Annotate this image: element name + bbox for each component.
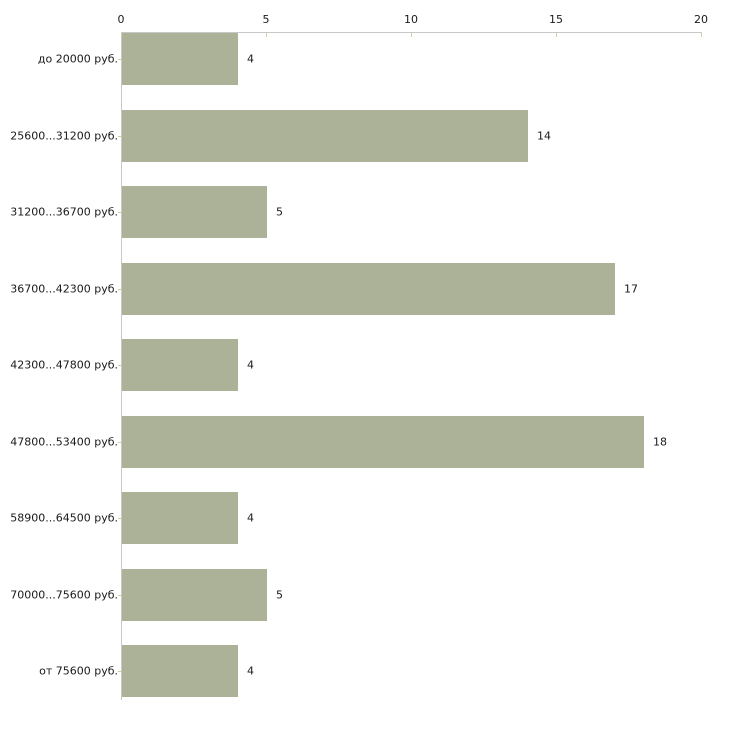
value-label: 4 bbox=[247, 358, 254, 372]
x-axis-tick-label: 15 bbox=[549, 13, 563, 26]
value-label: 17 bbox=[624, 282, 638, 296]
bar bbox=[122, 110, 528, 162]
value-label: 4 bbox=[247, 511, 254, 525]
y-axis-line bbox=[121, 32, 122, 700]
bar bbox=[122, 263, 615, 315]
category-label: 31200...36700 руб. bbox=[10, 205, 118, 219]
category-tick-mark bbox=[118, 518, 121, 519]
category-label: 36700...42300 руб. bbox=[10, 282, 118, 296]
category-label: до 20000 руб. bbox=[37, 52, 118, 66]
category-tick-mark bbox=[118, 365, 121, 366]
category-label: от 75600 руб. bbox=[39, 664, 118, 678]
bar bbox=[122, 33, 238, 85]
value-label: 14 bbox=[537, 129, 551, 143]
category-tick-mark bbox=[118, 59, 121, 60]
category-tick-mark bbox=[118, 289, 121, 290]
x-axis-tick-mark bbox=[266, 33, 267, 37]
bar bbox=[122, 339, 238, 391]
category-label: 42300...47800 руб. bbox=[10, 358, 118, 372]
bar bbox=[122, 186, 267, 238]
category-tick-mark bbox=[118, 595, 121, 596]
x-axis-tick-mark bbox=[701, 33, 702, 37]
x-axis-tick-mark bbox=[556, 33, 557, 37]
bar bbox=[122, 645, 238, 697]
value-label: 18 bbox=[653, 435, 667, 449]
bar bbox=[122, 569, 267, 621]
x-axis-tick-label: 20 bbox=[694, 13, 708, 26]
category-label: 47800...53400 руб. bbox=[10, 435, 118, 449]
bar bbox=[122, 492, 238, 544]
category-tick-mark bbox=[118, 212, 121, 213]
x-axis-tick-mark bbox=[411, 33, 412, 37]
category-label: 25600...31200 руб. bbox=[10, 129, 118, 143]
bar bbox=[122, 416, 644, 468]
value-label: 4 bbox=[247, 52, 254, 66]
value-label: 5 bbox=[276, 205, 283, 219]
category-label: 58900...64500 руб. bbox=[10, 511, 118, 525]
x-axis-tick-label: 0 bbox=[117, 13, 125, 26]
x-axis-tick-mark bbox=[121, 33, 122, 37]
category-label: 70000...75600 руб. bbox=[10, 588, 118, 602]
value-label: 5 bbox=[276, 588, 283, 602]
x-axis-tick-label: 10 bbox=[404, 13, 418, 26]
category-tick-mark bbox=[118, 671, 121, 672]
category-tick-mark bbox=[118, 442, 121, 443]
x-axis-tick-label: 5 bbox=[262, 13, 270, 26]
value-label: 4 bbox=[247, 664, 254, 678]
x-axis-line bbox=[121, 32, 702, 33]
category-tick-mark bbox=[118, 136, 121, 137]
